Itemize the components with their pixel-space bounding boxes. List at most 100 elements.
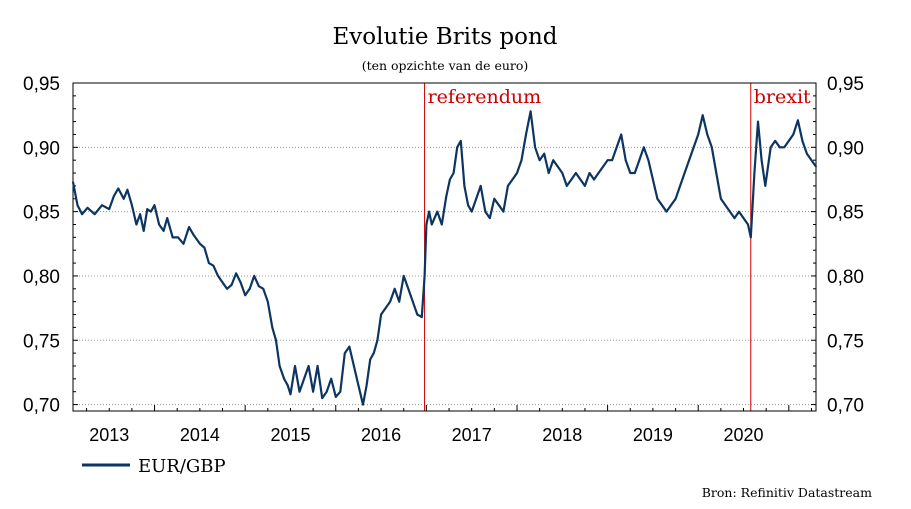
data-point-86 [452, 172, 455, 174]
axis-ticks [73, 82, 816, 411]
data-point-121 [606, 159, 609, 162]
data-point-57 [334, 396, 337, 398]
data-point-126 [629, 172, 632, 174]
data-point-142 [701, 114, 704, 117]
data-point-130 [647, 159, 650, 162]
x-tick-label-2013: 2013 [89, 425, 129, 445]
data-point-43 [275, 339, 277, 342]
y-tick-label-right: 0,75 [827, 331, 864, 352]
data-point-82 [436, 210, 439, 213]
data-point-115 [579, 178, 582, 181]
data-point-62 [357, 384, 360, 387]
x-tick-label-2016: 2016 [361, 425, 401, 445]
x-tick-label-2014: 2014 [180, 425, 220, 445]
data-point-73 [402, 275, 405, 277]
data-point-35 [239, 281, 242, 284]
data-point-117 [588, 172, 591, 174]
data-point-158 [769, 146, 772, 149]
plot-frame [72, 82, 817, 412]
data-point-7 [112, 195, 115, 198]
data-point-31 [221, 281, 224, 284]
data-point-74 [407, 287, 410, 290]
y-tick-label-left: 0,80 [23, 267, 60, 288]
data-point-143 [706, 133, 709, 136]
data-point-51 [307, 365, 310, 367]
data-point-141 [697, 133, 700, 136]
x-axis-labels: 2013 2014 2015 2016 2017 2018 2019 2020 [89, 425, 763, 445]
data-point-151 [742, 217, 745, 220]
data-point-65 [369, 358, 372, 361]
data-point-113 [570, 178, 573, 181]
data-point-155 [757, 120, 759, 123]
event-label-referendum: referendum [428, 86, 542, 108]
event-markers: referendum brexit [424, 83, 811, 411]
data-point-22 [177, 236, 180, 239]
x-tick-label-2019: 2019 [633, 425, 673, 445]
data-point-20 [166, 217, 169, 220]
data-point-29 [212, 264, 215, 267]
data-point-135 [670, 204, 672, 207]
data-point-42 [271, 326, 274, 329]
data-point-107 [543, 152, 546, 155]
data-point-47 [289, 393, 292, 396]
data-point-109 [552, 159, 555, 162]
data-point-164 [797, 119, 799, 122]
data-point-97 [498, 204, 500, 207]
data-point-112 [565, 185, 568, 187]
data-point-118 [593, 178, 595, 181]
data-point-139 [688, 159, 690, 162]
data-point-26 [199, 242, 201, 245]
data-point-39 [257, 285, 260, 288]
data-point-10 [126, 188, 129, 191]
x-tick-label-2017: 2017 [452, 425, 492, 445]
data-point-127 [633, 172, 636, 174]
data-point-146 [720, 197, 722, 200]
data-point-95 [488, 217, 491, 220]
data-point-48 [294, 365, 296, 367]
data-point-50 [303, 377, 305, 380]
data-point-124 [620, 133, 623, 136]
data-point-131 [652, 178, 654, 181]
data-point-150 [738, 210, 740, 213]
data-point-154 [753, 172, 756, 174]
data-point-101 [516, 172, 518, 174]
data-point-6 [108, 208, 111, 211]
data-point-40 [262, 287, 265, 290]
data-point-90 [467, 204, 469, 207]
data-point-88 [459, 140, 462, 142]
data-point-1 [76, 204, 79, 207]
data-point-161 [783, 146, 786, 149]
data-point-68 [380, 313, 382, 316]
data-point-23 [182, 242, 185, 245]
data-point-18 [158, 223, 161, 226]
data-point-46 [286, 384, 289, 387]
x-tick-label-2015: 2015 [270, 425, 310, 445]
data-point-96 [493, 197, 496, 200]
data-point-94 [484, 210, 487, 213]
data-point-137 [679, 185, 681, 187]
data-point-159 [774, 140, 777, 142]
data-point-13 [139, 213, 142, 216]
data-point-140 [692, 146, 695, 149]
data-point-110 [556, 165, 559, 168]
data-point-66 [372, 352, 375, 354]
y-axis-right-labels: 0,70 0,75 0,80 0,85 0,90 0,95 [827, 74, 864, 417]
data-point-28 [208, 262, 210, 264]
y-tick-label-right: 0,95 [827, 74, 864, 95]
data-point-108 [547, 172, 550, 174]
data-point-67 [376, 339, 379, 342]
data-point-114 [575, 172, 577, 174]
legend: EUR/GBP [82, 456, 226, 477]
data-point-145 [715, 172, 718, 174]
data-point-9 [122, 197, 125, 200]
plot-border [72, 82, 817, 412]
y-tick-label-left: 0,95 [23, 74, 60, 95]
data-point-162 [787, 140, 790, 142]
data-point-38 [253, 275, 256, 277]
data-point-49 [298, 390, 301, 393]
data-point-34 [235, 272, 238, 275]
data-point-133 [661, 204, 663, 207]
data-point-15 [146, 208, 149, 211]
data-point-120 [602, 165, 604, 168]
event-label-brexit: brexit [754, 86, 811, 108]
